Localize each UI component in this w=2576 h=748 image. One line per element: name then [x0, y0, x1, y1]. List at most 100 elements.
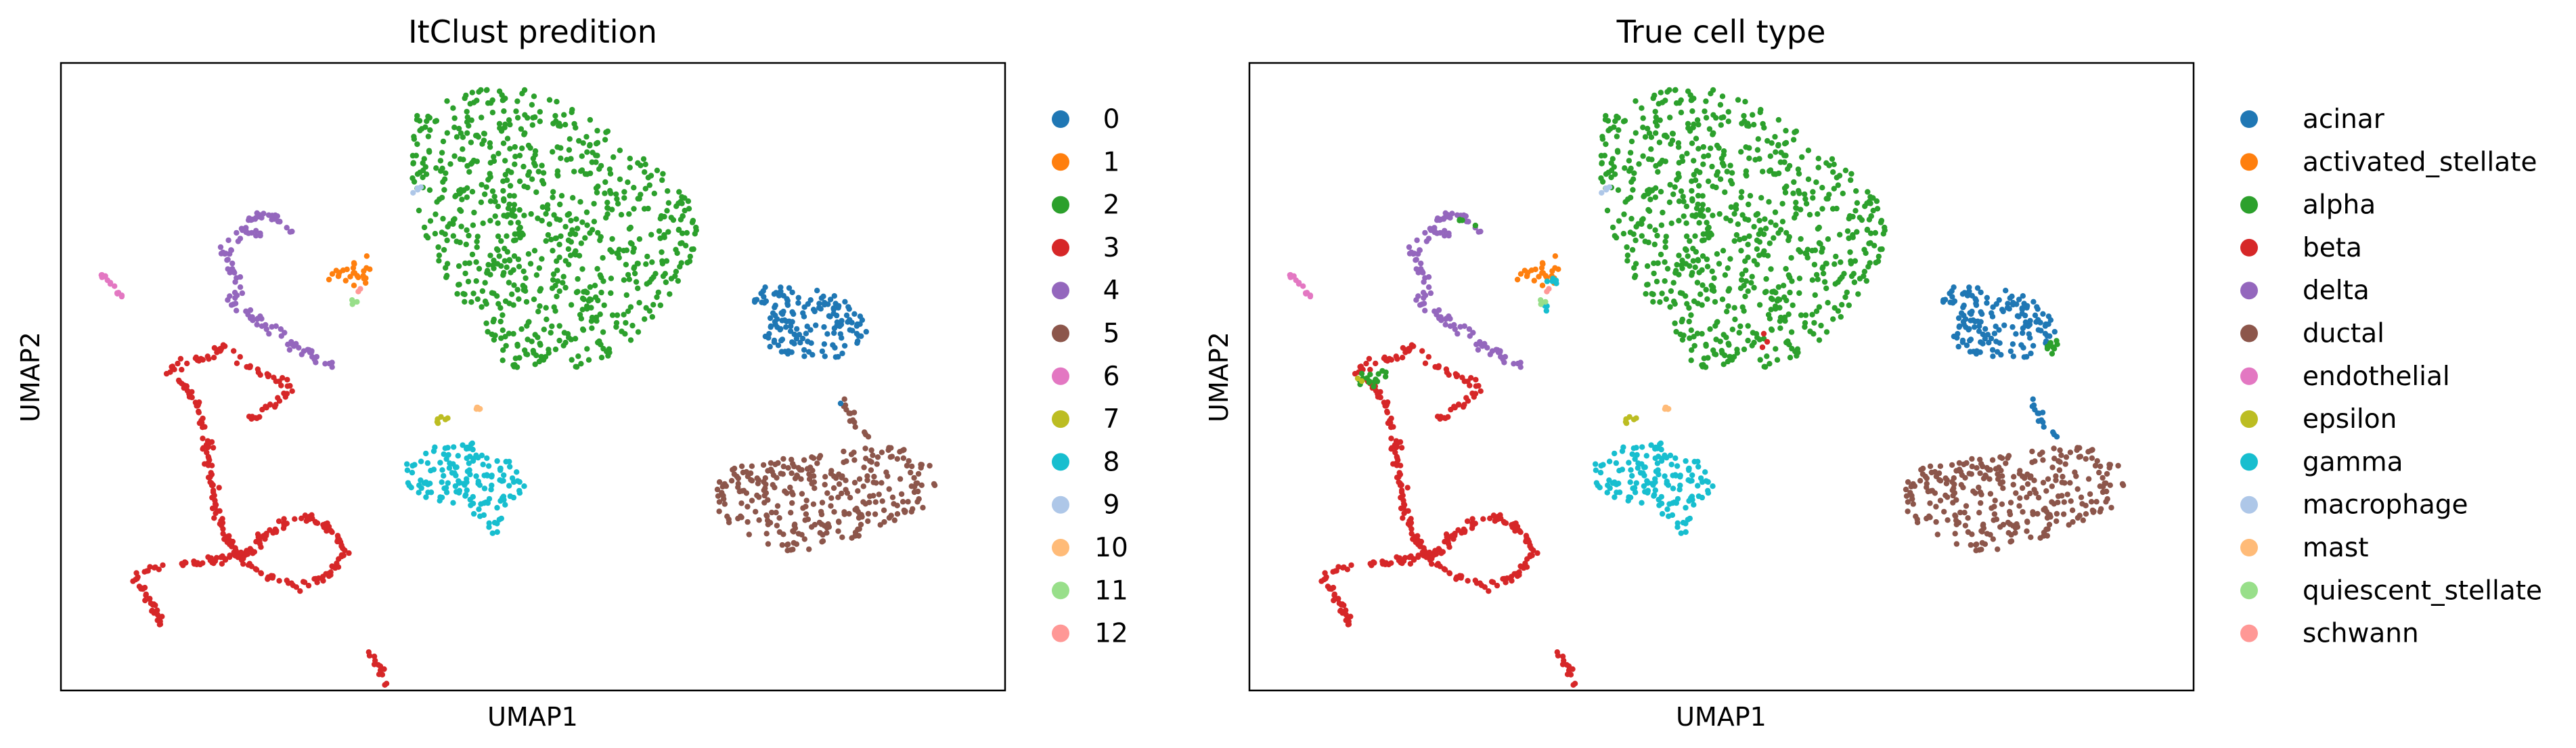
- scatter-point: [810, 307, 817, 313]
- scatter-point: [1772, 209, 1779, 215]
- scatter-point: [789, 339, 795, 345]
- scatter-point: [1837, 276, 1843, 282]
- scatter-point: [2074, 445, 2081, 451]
- scatter-point: [1387, 420, 1394, 426]
- scatter-point: [803, 330, 809, 336]
- scatter-point: [768, 323, 774, 329]
- scatter-point: [785, 348, 792, 354]
- scatter-point: [1749, 343, 1755, 349]
- scatter-point: [1383, 403, 1390, 409]
- scatter-point: [1683, 504, 1689, 511]
- scatter-point: [904, 462, 910, 469]
- scatter-point: [532, 162, 538, 169]
- scatter-point: [568, 156, 574, 162]
- scatter-point: [2045, 526, 2051, 532]
- scatter-point: [421, 224, 428, 231]
- scatter-point: [443, 485, 449, 491]
- scatter-point: [640, 156, 647, 162]
- scatter-point: [500, 188, 506, 194]
- scatter-point: [1436, 364, 1442, 370]
- scatter-point: [489, 331, 495, 338]
- scatter-point: [2093, 499, 2100, 505]
- scatter-point: [361, 276, 367, 282]
- scatter-point: [1976, 510, 1982, 516]
- scatter-point: [1628, 467, 1634, 473]
- scatter-point: [631, 206, 637, 212]
- scatter-point: [1811, 320, 1817, 326]
- scatter-point: [745, 504, 751, 510]
- scatter-point: [211, 345, 218, 351]
- scatter-point: [861, 464, 867, 470]
- scatter-point: [1720, 162, 1727, 169]
- legend-label: gamma: [2303, 447, 2403, 477]
- scatter-point: [1677, 482, 1683, 489]
- scatter-point: [1633, 98, 1639, 104]
- scatter-point: [1970, 317, 1976, 324]
- scatter-point: [1829, 206, 1836, 212]
- scatter-point: [1823, 261, 1829, 267]
- scatter-point: [196, 408, 202, 414]
- scatter-point: [1690, 246, 1696, 252]
- scatter-point: [1644, 478, 1650, 484]
- scatter-point: [914, 499, 920, 505]
- scatter-point: [300, 579, 307, 585]
- scatter-point: [791, 523, 798, 529]
- scatter-point: [1656, 496, 1662, 503]
- scatter-point: [1634, 452, 1640, 458]
- scatter-point: [1396, 474, 1402, 480]
- scatter-point: [1307, 293, 1314, 300]
- scatter-point: [485, 177, 491, 183]
- scatter-point: [1777, 314, 1784, 321]
- scatter-point: [363, 265, 370, 271]
- scatter-point: [1791, 179, 1797, 185]
- scatter-point: [1373, 360, 1379, 367]
- scatter-point: [1367, 378, 1373, 384]
- legend-label: mast: [2303, 533, 2369, 563]
- scatter-point: [1722, 189, 1728, 196]
- scatter-point: [423, 233, 429, 239]
- scatter-point: [435, 244, 441, 250]
- scatter-point: [1773, 149, 1779, 155]
- scatter-point: [1667, 304, 1673, 310]
- scatter-point: [927, 462, 933, 469]
- scatter-point: [512, 361, 518, 368]
- scatter-point: [1913, 513, 1919, 519]
- scatter-point: [1815, 276, 1821, 282]
- legend-marker: [1052, 324, 1069, 343]
- scatter-point: [462, 493, 468, 499]
- scatter-point: [807, 327, 814, 333]
- scatter-point: [504, 264, 510, 270]
- scatter-point: [654, 294, 660, 301]
- scatter-point: [847, 418, 853, 424]
- scatter-point: [631, 245, 637, 252]
- scatter-point: [492, 213, 498, 219]
- scatter-point: [2019, 305, 2025, 311]
- scatter-point: [1762, 225, 1769, 232]
- scatter-point: [1522, 560, 1528, 567]
- scatter-point: [1722, 272, 1729, 278]
- scatter-point: [554, 267, 560, 273]
- scatter-point: [1711, 275, 1717, 282]
- scatter-point: [1651, 493, 1657, 499]
- scatter-point: [525, 142, 532, 149]
- scatter-point: [577, 199, 583, 205]
- scatter-point: [1639, 217, 1645, 223]
- scatter-point: [738, 500, 745, 506]
- scatter-point: [1656, 454, 1662, 460]
- scatter-point: [1443, 366, 1450, 372]
- scatter-point: [1695, 493, 1702, 500]
- scatter-point: [1658, 222, 1665, 228]
- scatter-point: [506, 192, 513, 199]
- scatter-point: [2032, 458, 2038, 464]
- scatter-point: [2090, 509, 2097, 515]
- scatter-point: [112, 283, 118, 289]
- legend-label: 3: [1103, 233, 1120, 263]
- scatter-point: [1396, 557, 1402, 564]
- scatter-point: [1990, 353, 1996, 359]
- scatter-point: [1624, 252, 1631, 259]
- scatter-point: [1959, 337, 1966, 344]
- scatter-point: [511, 282, 517, 288]
- scatter-point: [784, 302, 791, 308]
- scatter-point: [1766, 199, 1772, 205]
